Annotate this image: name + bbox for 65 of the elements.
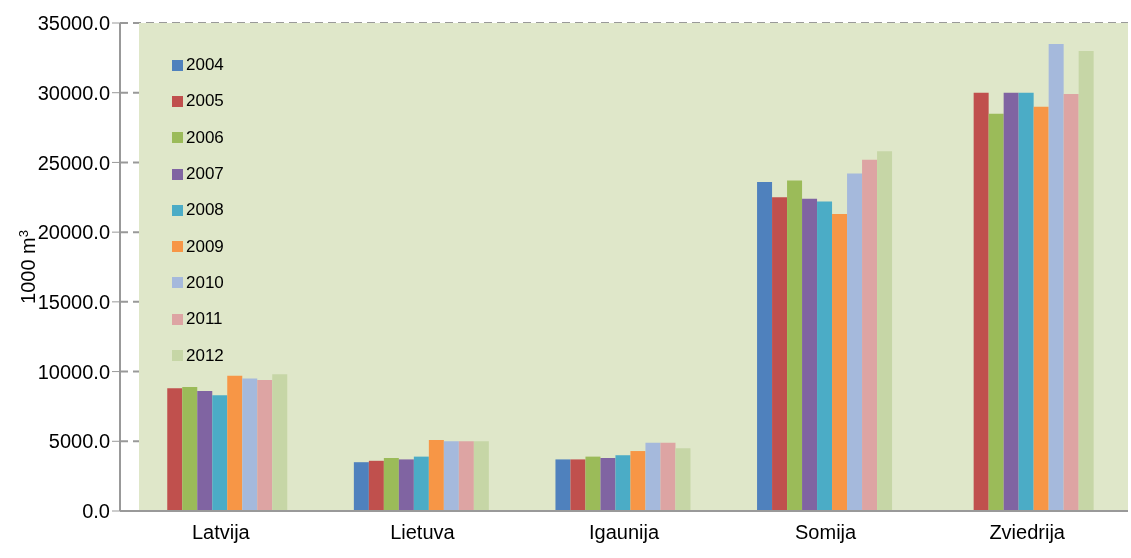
bar bbox=[675, 448, 691, 511]
bar bbox=[413, 456, 429, 511]
bar bbox=[615, 455, 631, 511]
bar bbox=[197, 391, 213, 511]
legend-label: 2005 bbox=[186, 91, 224, 112]
x-tick-label: Igaunija bbox=[588, 521, 660, 544]
bar bbox=[167, 388, 183, 511]
bar bbox=[1018, 92, 1034, 511]
bar bbox=[660, 442, 676, 511]
bar bbox=[368, 460, 384, 511]
x-tick-label: Zviedrija bbox=[989, 521, 1066, 544]
bar bbox=[428, 439, 444, 511]
legend-label: 2010 bbox=[186, 272, 224, 293]
legend-label: 2011 bbox=[186, 309, 223, 330]
y-tick-label: 10000.0 bbox=[37, 360, 110, 383]
bar bbox=[242, 378, 258, 511]
legend-label: 2006 bbox=[186, 127, 224, 148]
bar bbox=[645, 442, 661, 511]
legend-label: 2004 bbox=[186, 55, 224, 76]
bar bbox=[398, 459, 414, 511]
bar bbox=[802, 198, 818, 511]
bar bbox=[458, 441, 474, 511]
y-tick-label: 30000.0 bbox=[37, 81, 110, 104]
bar bbox=[988, 113, 1004, 511]
y-tick-label: 20000.0 bbox=[37, 221, 110, 244]
legend-label: 2008 bbox=[186, 200, 224, 221]
bar bbox=[1033, 106, 1049, 511]
bar bbox=[757, 181, 773, 511]
x-tick-label: Latvija bbox=[191, 521, 251, 544]
bar bbox=[383, 458, 399, 511]
bar bbox=[257, 379, 273, 511]
bar bbox=[353, 462, 369, 511]
bar bbox=[1078, 50, 1094, 511]
bar bbox=[877, 151, 893, 511]
bar bbox=[772, 197, 788, 511]
bar bbox=[473, 441, 489, 511]
legend-label: 2007 bbox=[186, 164, 224, 185]
bar bbox=[973, 92, 989, 511]
legend-label: 2012 bbox=[186, 345, 224, 366]
x-tick-label: Somija bbox=[795, 521, 858, 544]
bar bbox=[555, 459, 571, 511]
x-tick-label: Lietuva bbox=[390, 521, 456, 544]
y-tick-label: 35000.0 bbox=[37, 12, 110, 35]
bar bbox=[585, 456, 601, 511]
bar bbox=[212, 395, 228, 511]
legend-label: 2009 bbox=[186, 236, 224, 257]
bar bbox=[832, 214, 848, 511]
bar bbox=[847, 173, 863, 511]
bar bbox=[862, 159, 878, 511]
bar bbox=[443, 441, 459, 511]
bar bbox=[1003, 92, 1019, 511]
bar bbox=[1048, 43, 1064, 511]
bar bbox=[272, 374, 288, 511]
bar bbox=[570, 459, 586, 511]
bar bbox=[817, 201, 833, 511]
bar bbox=[600, 458, 616, 511]
y-tick-label: 15000.0 bbox=[37, 290, 110, 313]
bar bbox=[787, 180, 803, 511]
bar bbox=[630, 451, 646, 511]
y-tick-label: 0.0 bbox=[82, 500, 110, 523]
y-tick-label: 5000.0 bbox=[48, 430, 110, 453]
bar bbox=[182, 386, 198, 511]
bar bbox=[227, 375, 243, 511]
bar bbox=[1063, 94, 1079, 511]
y-tick-label: 25000.0 bbox=[37, 151, 110, 174]
